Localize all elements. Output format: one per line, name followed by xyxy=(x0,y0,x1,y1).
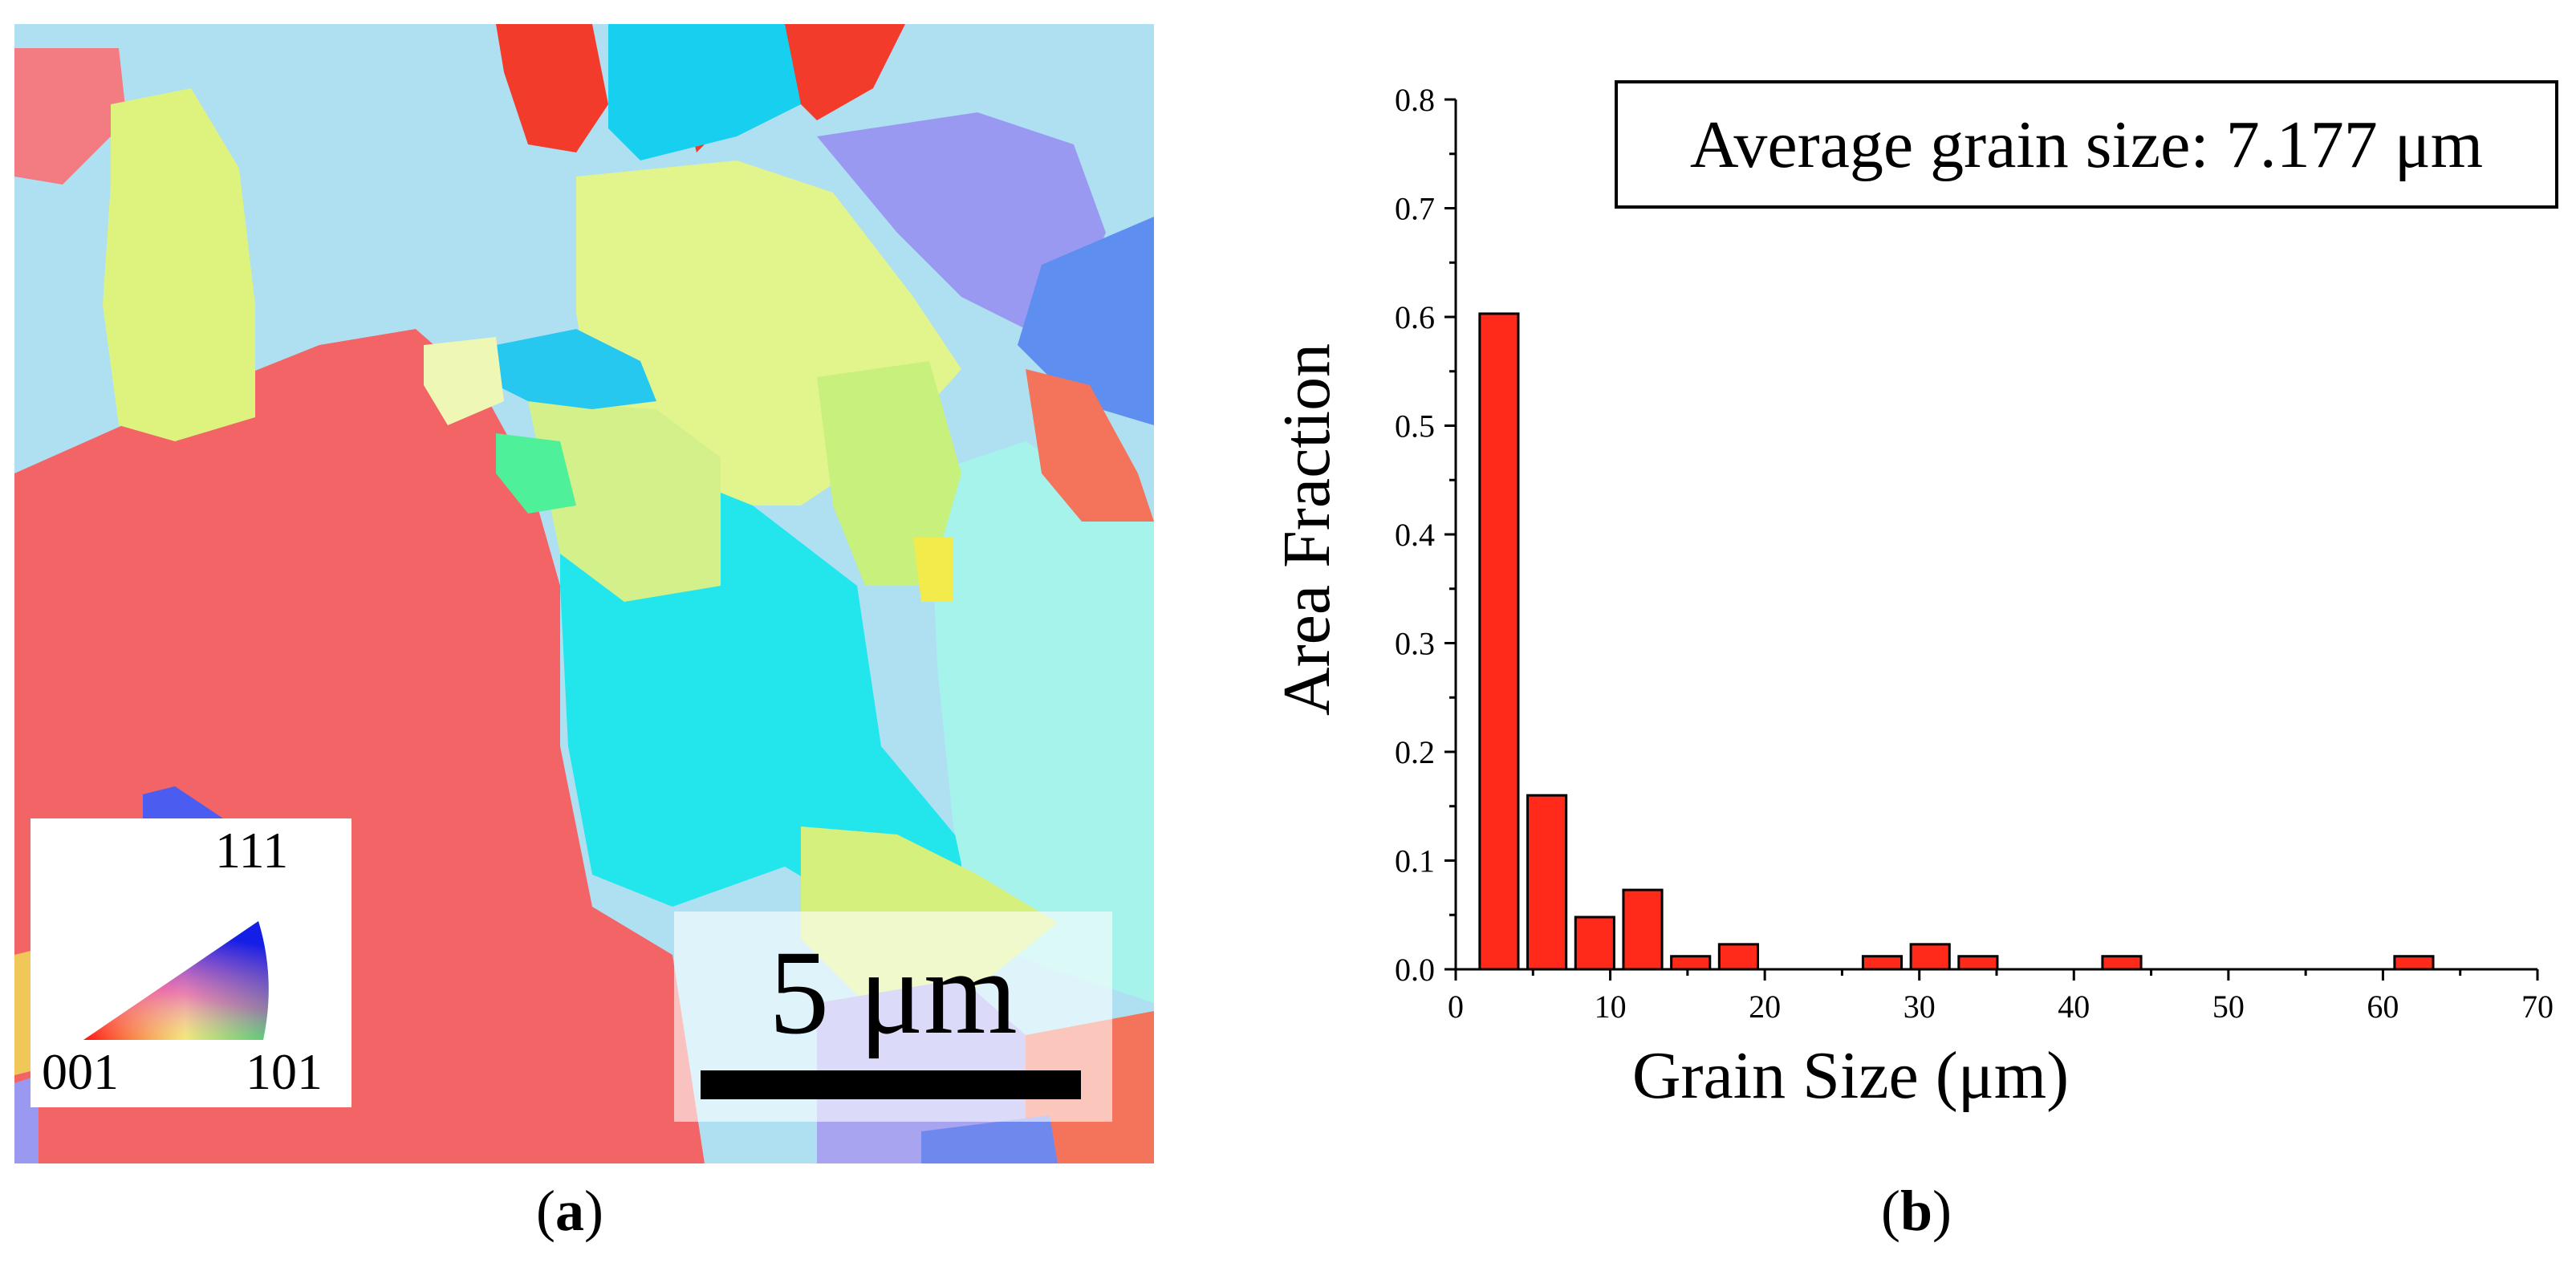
histogram-bar xyxy=(1574,916,1615,971)
ipf-color-legend: 111 001 101 xyxy=(30,818,351,1107)
histogram-bar xyxy=(1957,955,1999,971)
panel-letter-b: b xyxy=(1899,1179,1933,1243)
histogram-bar xyxy=(1622,888,1664,971)
y-tick-label: 0.0 xyxy=(1395,952,1435,988)
y-tick-label: 0.7 xyxy=(1395,191,1435,227)
y-tick-label: 0.8 xyxy=(1395,82,1435,118)
panel-letter-a: a xyxy=(555,1179,584,1243)
histogram-bar xyxy=(1526,794,1568,971)
histogram-bar xyxy=(1717,943,1759,971)
y-tick-label: 0.1 xyxy=(1395,843,1435,879)
x-axis-ticks: 0 10 20 30 40 50 60 70 xyxy=(1448,969,2554,1025)
ipf-label-001: 001 xyxy=(42,1043,119,1100)
histogram-bar xyxy=(2101,955,2143,971)
scale-bar-box: 5 μm xyxy=(674,912,1112,1122)
ipf-triangle xyxy=(83,921,269,1040)
ipf-label-101: 101 xyxy=(246,1043,323,1100)
ebsd-grain-image xyxy=(14,24,1154,1163)
x-tick-label: 10 xyxy=(1595,989,1627,1025)
panel-caption-b: (b) xyxy=(1881,1179,1952,1243)
grain-size-chart: 0.0 0.1 0.2 0.3 0.4 0.5 0.6 0.7 0.8 0 10 20 30 40 50 6… xyxy=(1270,82,2554,1113)
histogram-bar xyxy=(1670,955,1712,971)
y-tick-label: 0.4 xyxy=(1395,517,1435,553)
ipf-label-111: 111 xyxy=(215,822,289,879)
y-tick-label: 0.2 xyxy=(1395,734,1435,770)
ebsd-map: 111 001 101 5 μm xyxy=(14,24,1154,1163)
histogram-bar xyxy=(2393,955,2435,971)
average-grain-size-annotation: Average grain size: 7.177 μm xyxy=(1615,80,2558,209)
histogram-bar xyxy=(1861,955,1904,971)
scale-bar xyxy=(701,1070,1081,1099)
histogram-bar xyxy=(1478,312,1520,971)
x-tick-label: 60 xyxy=(2367,989,2399,1025)
x-tick-label: 30 xyxy=(1904,989,1936,1025)
histogram-bar xyxy=(1909,943,1951,971)
y-tick-label: 0.3 xyxy=(1395,626,1435,662)
scale-bar-label: 5 μm xyxy=(769,926,1018,1059)
x-axis-label: Grain Size (μm) xyxy=(1632,1038,2069,1113)
x-tick-label: 0 xyxy=(1448,989,1464,1025)
x-tick-label: 40 xyxy=(2058,989,2090,1025)
y-axis-label: Area Fraction xyxy=(1270,343,1344,716)
x-tick-label: 70 xyxy=(2521,989,2554,1025)
y-axis-ticks: 0.0 0.1 0.2 0.3 0.4 0.5 0.6 0.7 0.8 xyxy=(1395,82,1456,988)
y-tick-label: 0.6 xyxy=(1395,299,1435,335)
x-tick-label: 20 xyxy=(1749,989,1781,1025)
histogram-bars xyxy=(1478,312,2435,971)
x-tick-label: 50 xyxy=(2212,989,2245,1025)
panel-caption-a: (a) xyxy=(536,1179,603,1243)
y-tick-label: 0.5 xyxy=(1395,408,1435,445)
